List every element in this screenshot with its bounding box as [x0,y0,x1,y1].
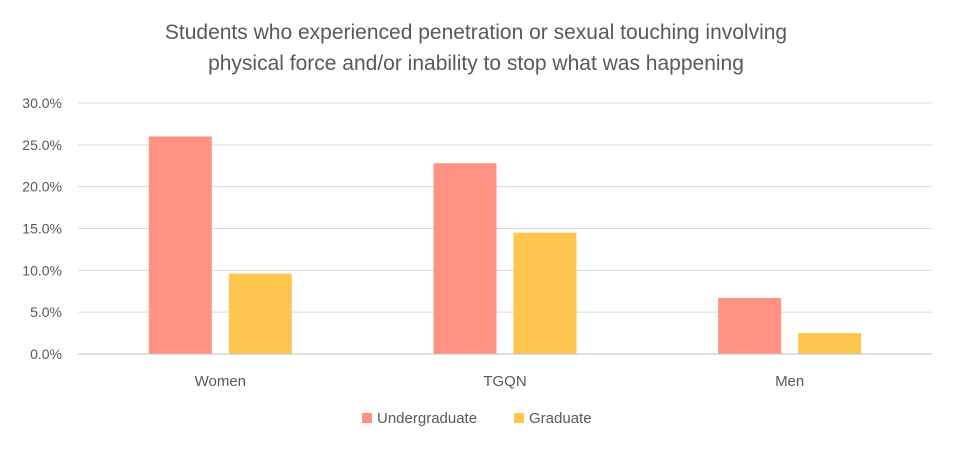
x-category-label: Women [195,373,246,390]
chart-title: Students who experienced penetration or … [165,21,787,75]
bar-graduate-tgqn [513,232,577,354]
y-tick-label: 0.0% [30,346,62,362]
y-tick-label: 20.0% [22,179,62,195]
chart-title-line-2: physical force and/or inability to stop … [208,52,744,75]
x-category-label: TGQN [483,373,526,390]
y-tick-label: 25.0% [22,137,62,153]
bars [148,136,862,354]
bar-undergraduate-tgqn [433,163,497,354]
y-tick-label: 5.0% [30,304,62,320]
y-tick-label: 30.0% [22,95,62,111]
legend-label-undergraduate: Undergraduate [377,410,477,427]
x-axis-category-labels: Women TGQN Men [195,373,805,390]
bar-undergraduate-men [718,297,782,354]
y-tick-label: 10.0% [22,262,62,278]
legend-label-graduate: Graduate [529,410,592,427]
y-axis-tick-labels: 0.0% 5.0% 10.0% 15.0% 20.0% 25.0% 30.0% [22,95,62,362]
x-category-label: Men [775,373,804,390]
gridlines [78,102,932,313]
legend-swatch-graduate [514,413,524,423]
legend: Undergraduate Graduate [362,410,592,427]
bar-graduate-men [798,333,862,354]
legend-swatch-undergraduate [362,413,372,423]
y-tick-label: 15.0% [22,221,62,237]
chart-title-line-1: Students who experienced penetration or … [165,21,787,44]
bar-undergraduate-women [148,136,212,354]
bar-graduate-women [228,273,292,354]
